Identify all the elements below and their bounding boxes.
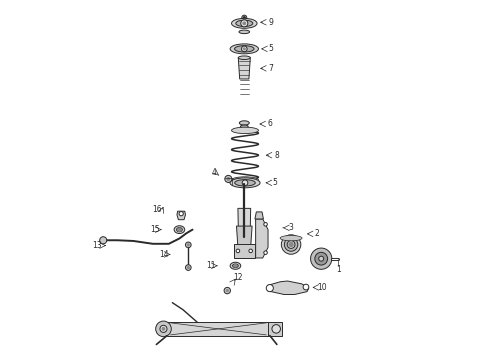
Text: 4: 4	[212, 168, 217, 177]
Circle shape	[243, 17, 245, 19]
Circle shape	[234, 264, 237, 267]
Circle shape	[242, 180, 248, 186]
Circle shape	[187, 266, 189, 269]
Text: 5: 5	[269, 44, 273, 53]
Text: 15: 15	[150, 225, 160, 234]
Circle shape	[185, 265, 191, 270]
Circle shape	[311, 248, 332, 269]
Circle shape	[241, 20, 248, 27]
Text: 8: 8	[274, 151, 279, 160]
Circle shape	[156, 321, 171, 337]
Text: 3: 3	[289, 223, 294, 232]
Circle shape	[99, 237, 107, 244]
Ellipse shape	[235, 46, 254, 52]
Ellipse shape	[241, 125, 248, 128]
Circle shape	[243, 48, 245, 50]
Circle shape	[162, 328, 165, 330]
Text: 5: 5	[272, 178, 277, 187]
Circle shape	[227, 177, 230, 180]
Circle shape	[318, 256, 324, 261]
Text: 12: 12	[233, 273, 243, 282]
Polygon shape	[268, 281, 309, 294]
Text: 11: 11	[207, 261, 216, 270]
Text: 2: 2	[314, 229, 319, 238]
Text: 10: 10	[318, 283, 327, 292]
Text: 7: 7	[268, 64, 273, 73]
Ellipse shape	[239, 121, 249, 125]
Ellipse shape	[235, 180, 255, 186]
Ellipse shape	[284, 238, 298, 251]
Ellipse shape	[236, 20, 253, 27]
Circle shape	[243, 22, 245, 25]
Ellipse shape	[230, 44, 258, 54]
Circle shape	[224, 287, 230, 294]
Circle shape	[264, 251, 268, 255]
Text: 13: 13	[92, 241, 101, 250]
Circle shape	[226, 289, 228, 292]
Ellipse shape	[280, 235, 302, 241]
Polygon shape	[234, 244, 255, 258]
Circle shape	[272, 325, 280, 333]
Polygon shape	[177, 211, 185, 220]
Circle shape	[242, 15, 247, 20]
Ellipse shape	[238, 56, 250, 59]
Ellipse shape	[174, 226, 185, 234]
Ellipse shape	[176, 228, 182, 232]
Ellipse shape	[281, 235, 301, 254]
Text: 6: 6	[268, 120, 272, 129]
Circle shape	[185, 242, 191, 248]
Text: 14: 14	[159, 250, 169, 259]
Polygon shape	[237, 226, 252, 247]
Circle shape	[289, 242, 293, 247]
Text: 9: 9	[268, 18, 273, 27]
Circle shape	[315, 252, 328, 265]
Circle shape	[160, 325, 167, 332]
Ellipse shape	[287, 240, 295, 248]
Circle shape	[303, 284, 309, 290]
Polygon shape	[256, 219, 268, 258]
Ellipse shape	[230, 178, 260, 188]
Circle shape	[266, 284, 273, 292]
Circle shape	[178, 228, 181, 231]
Ellipse shape	[232, 18, 257, 28]
Ellipse shape	[230, 262, 241, 269]
Polygon shape	[238, 208, 251, 244]
Circle shape	[264, 222, 268, 226]
Circle shape	[242, 46, 247, 52]
Polygon shape	[255, 212, 264, 219]
Text: 16: 16	[152, 204, 162, 213]
Circle shape	[236, 249, 240, 253]
Polygon shape	[167, 322, 270, 336]
Ellipse shape	[233, 264, 238, 267]
Circle shape	[225, 175, 232, 183]
Circle shape	[179, 212, 183, 216]
Circle shape	[249, 249, 252, 253]
Ellipse shape	[232, 127, 258, 134]
Polygon shape	[238, 58, 250, 79]
Ellipse shape	[232, 177, 258, 183]
Text: 1: 1	[337, 265, 342, 274]
Polygon shape	[268, 322, 282, 336]
Circle shape	[187, 244, 189, 246]
Ellipse shape	[239, 30, 249, 33]
